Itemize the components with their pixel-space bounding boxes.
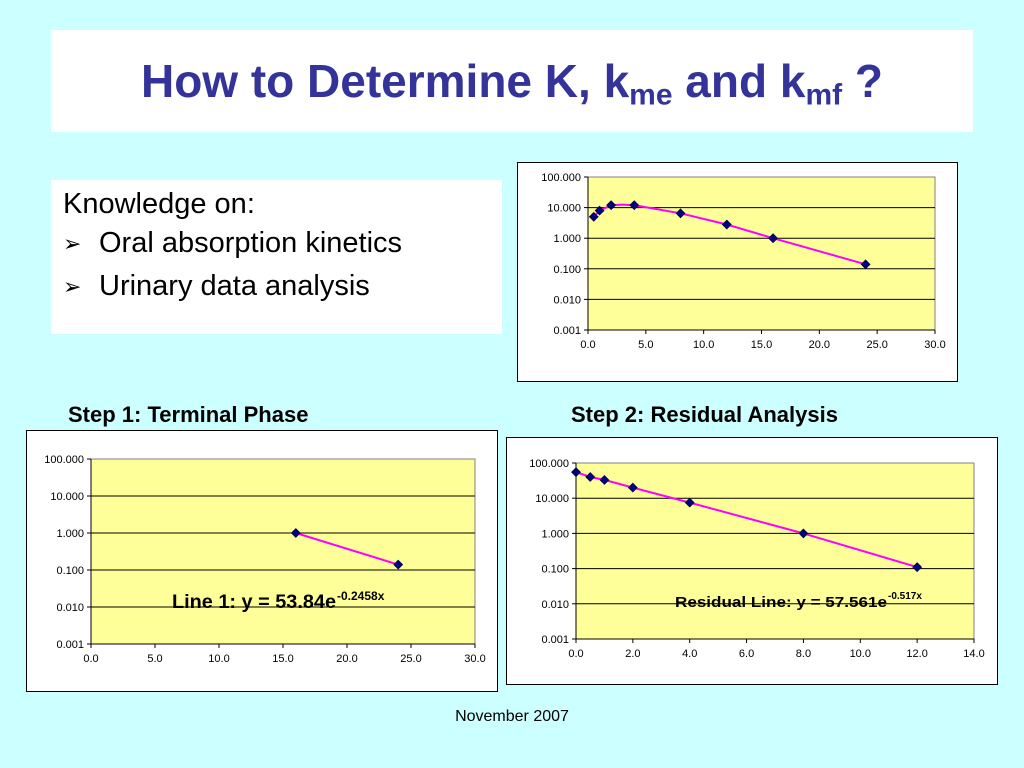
arrow-bullet-icon: ➢ xyxy=(63,273,82,299)
y-tick-label: 100.000 xyxy=(541,172,581,184)
data-point xyxy=(606,200,617,211)
list-item: ➢ Urinary data analysis xyxy=(63,272,490,301)
y-tick-label: 100.000 xyxy=(44,454,84,466)
y-tick-label: 0.010 xyxy=(541,599,569,611)
data-point xyxy=(675,208,686,219)
chart-frame-residual: 0.001 0.010 0.100 1.000 10.000 100.000 0.0 2.0 4… xyxy=(506,437,998,685)
x-tick-label: 20.0 xyxy=(336,653,357,665)
x-tick-label: 8.0 xyxy=(796,648,811,660)
y-tick-label: 0.010 xyxy=(553,294,581,306)
data-point xyxy=(393,559,404,570)
knowledge-item-oral: Oral absorption kinetics xyxy=(99,227,403,259)
step1-label: Step 1: Terminal Phase xyxy=(68,402,309,427)
x-tick-label: 0.0 xyxy=(580,339,595,351)
data-point xyxy=(588,211,599,222)
y-tick-label: 10.000 xyxy=(547,203,581,215)
y-tick-label: 1.000 xyxy=(553,233,581,245)
title-middle: and k xyxy=(672,55,806,107)
x-tick-label: 14.0 xyxy=(963,648,984,660)
title-subscript-me: me xyxy=(629,78,673,112)
x-tick-label: 15.0 xyxy=(272,653,293,665)
data-point xyxy=(684,497,695,508)
x-tick-label: 10.0 xyxy=(850,648,871,660)
x-tick-label: 0.0 xyxy=(83,653,98,665)
knowledge-box: Knowledge on: ➢ Oral absorption kinetics… xyxy=(51,180,502,334)
x-tick-label: 6.0 xyxy=(739,648,754,660)
chart-terminal-phase: 0.001 0.010 0.100 1.000 10.000 100.000 0.0 5.0 1… xyxy=(44,454,485,665)
plot-area xyxy=(587,176,936,331)
list-item: ➢ Oral absorption kinetics xyxy=(63,229,490,258)
chart-residual-analysis: 0.001 0.010 0.100 1.000 10.000 100.000 0.0 2.0 4… xyxy=(529,458,984,660)
plot-area xyxy=(575,462,975,640)
x-tick-label: 5.0 xyxy=(147,653,162,665)
x-tick-label: 15.0 xyxy=(751,339,772,351)
title-box: How to Determine K, kme and kmf ? xyxy=(51,30,973,132)
chart-frame-terminal-phase: 0.001 0.010 0.100 1.000 10.000 100.000 0.0 5.0 1… xyxy=(26,430,498,692)
x-tick-label: 10.0 xyxy=(693,339,714,351)
y-tick-label: 10.000 xyxy=(50,491,84,503)
equation-exponent: -0.517x xyxy=(888,591,922,602)
knowledge-heading: Knowledge on: xyxy=(63,188,255,220)
data-point xyxy=(290,528,301,538)
y-tick-label: 0.001 xyxy=(56,639,84,651)
series-line xyxy=(295,532,399,566)
y-tick-label: 1.000 xyxy=(56,528,84,540)
y-tick-label: 1.000 xyxy=(541,528,569,540)
y-tick-label: 0.010 xyxy=(56,602,84,614)
title-prefix: How to Determine K, k xyxy=(140,55,630,107)
equation-annotation: Residual Line: y = 57.561e xyxy=(675,594,887,611)
equation-exponent: -0.2458x xyxy=(337,589,385,603)
y-tick-label: 0.001 xyxy=(553,325,581,337)
x-tick-label: 30.0 xyxy=(924,339,945,351)
chart-frame-concentration: 0.001 0.010 0.100 1.000 10.000 100.000 0.0 5.0 1… xyxy=(517,162,958,382)
data-point xyxy=(594,205,605,216)
title-suffix: ? xyxy=(842,55,884,107)
x-tick-label: 20.0 xyxy=(809,339,830,351)
y-tick-label: 0.100 xyxy=(553,264,581,276)
data-point xyxy=(768,233,778,244)
x-tick-label: 2.0 xyxy=(625,648,640,660)
equation-annotation: Line 1: y = 53.84e xyxy=(172,592,336,613)
chart-concentration-time: 0.001 0.010 0.100 1.000 10.000 100.000 0.0 5.0 1… xyxy=(541,172,945,351)
data-point xyxy=(627,482,638,493)
x-tick-label: 10.0 xyxy=(208,653,229,665)
footer-date: November 2007 xyxy=(455,708,569,725)
x-tick-label: 30.0 xyxy=(464,653,485,665)
y-tick-label: 100.000 xyxy=(529,458,569,470)
y-tick-label: 10.000 xyxy=(535,493,569,505)
data-point xyxy=(798,528,809,539)
data-point xyxy=(912,562,923,573)
knowledge-item-urinary: Urinary data analysis xyxy=(99,270,370,302)
x-tick-label: 12.0 xyxy=(906,648,927,660)
data-point xyxy=(629,200,640,211)
slide-title: How to Determine K, kme and kmf ? xyxy=(140,55,884,110)
y-tick-label: 0.100 xyxy=(56,565,84,577)
data-point xyxy=(599,475,610,485)
x-tick-label: 25.0 xyxy=(400,653,421,665)
y-tick-label: 0.001 xyxy=(541,634,569,646)
y-tick-label: 0.100 xyxy=(541,564,569,576)
data-point xyxy=(860,259,871,270)
title-subscript-mf: mf xyxy=(805,78,843,112)
x-tick-label: 25.0 xyxy=(866,339,887,351)
x-tick-label: 0.0 xyxy=(568,648,583,660)
data-point xyxy=(571,467,581,478)
step2-label: Step 2: Residual Analysis xyxy=(571,402,838,427)
data-point xyxy=(585,472,596,482)
plot-area xyxy=(90,458,476,645)
arrow-bullet-icon: ➢ xyxy=(63,230,82,256)
x-tick-label: 4.0 xyxy=(682,648,697,660)
data-point xyxy=(721,219,732,230)
knowledge-list: ➢ Oral absorption kinetics ➢ Urinary dat… xyxy=(63,229,490,301)
x-tick-label: 5.0 xyxy=(638,339,653,351)
